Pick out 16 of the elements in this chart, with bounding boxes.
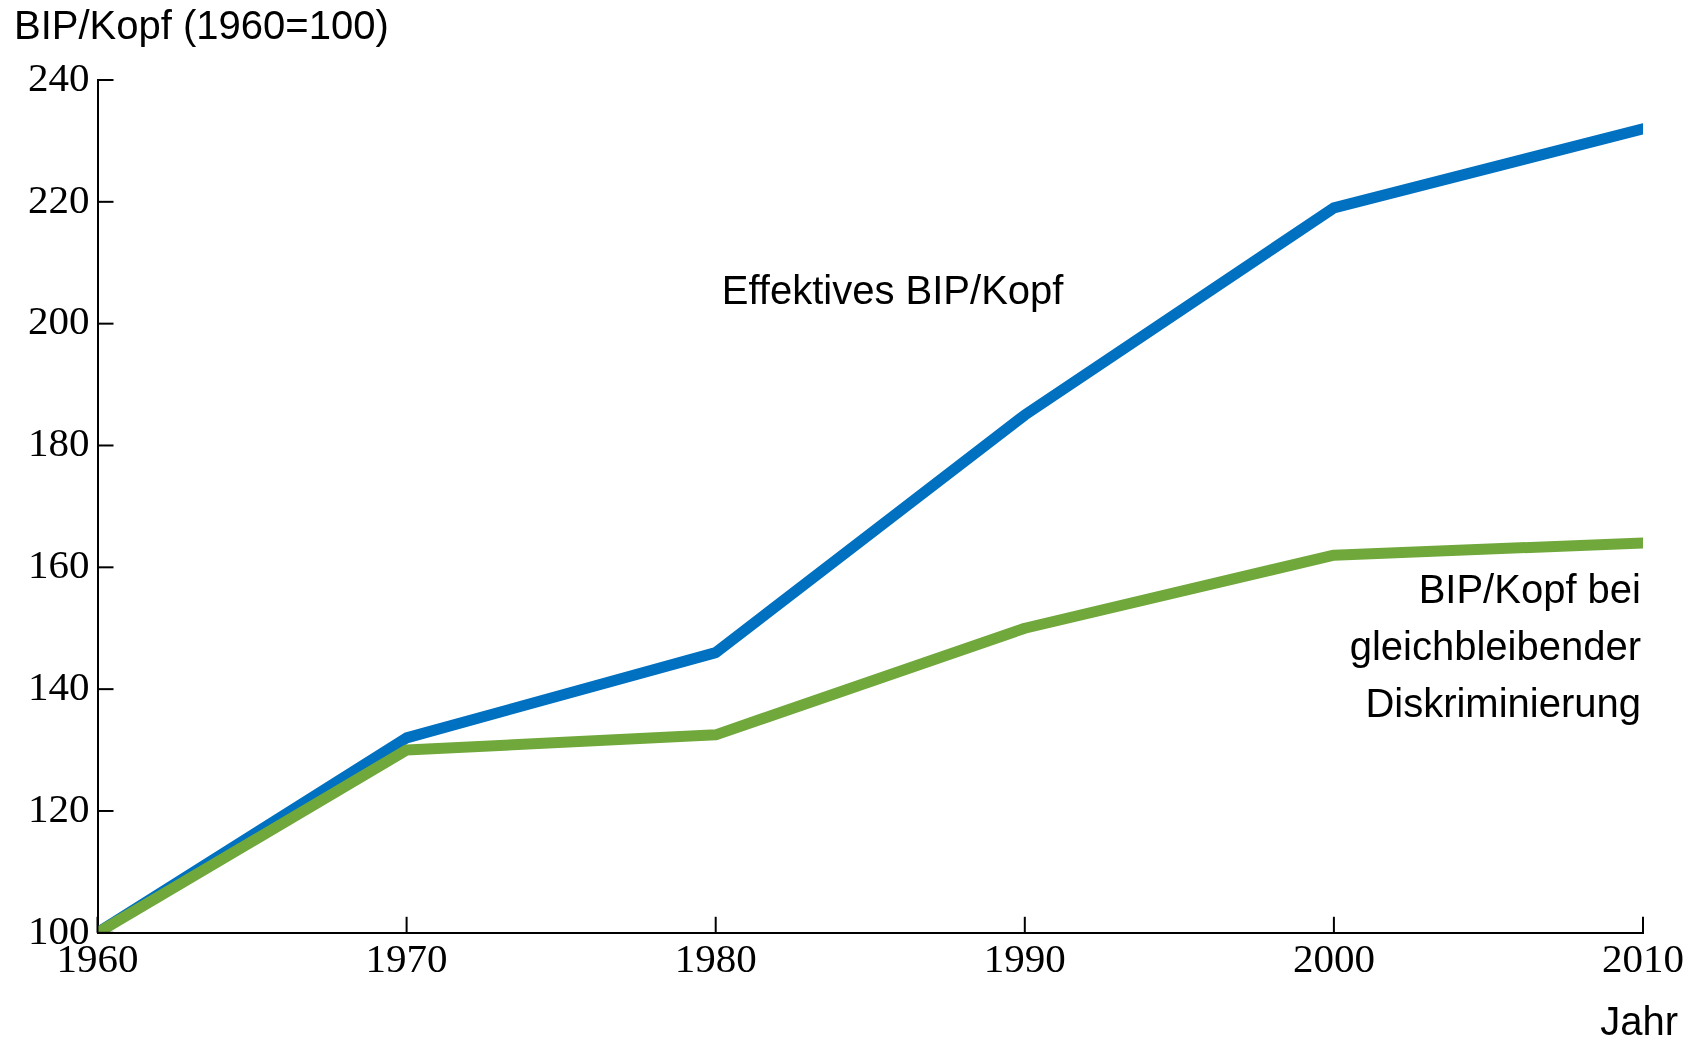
y-tick-label: 180 (28, 419, 90, 466)
series-label: BIP/Kopf bei gleichbleibender Diskriminierung (1349, 566, 1641, 725)
y-tick-label: 120 (28, 784, 90, 831)
series-label: Effektives BIP/Kopf (721, 268, 1065, 313)
x-tick-label: 1980 (674, 935, 757, 982)
x-tick-label: 2000 (1292, 935, 1375, 982)
y-tick-label: 140 (28, 662, 90, 709)
x-tick-label: 2010 (1602, 935, 1684, 982)
y-tick-label: 200 (28, 297, 90, 344)
x-tick-label: 1970 (365, 935, 448, 982)
y-tick-label: 240 (28, 53, 90, 100)
x-axis-title: Jahr (1600, 999, 1678, 1044)
y-tick-label: 220 (28, 175, 90, 222)
y-tick-label: 160 (28, 541, 90, 588)
y-axis-title: BIP/Kopf (1960=100) (14, 3, 389, 48)
x-tick-label: 1990 (983, 935, 1066, 982)
